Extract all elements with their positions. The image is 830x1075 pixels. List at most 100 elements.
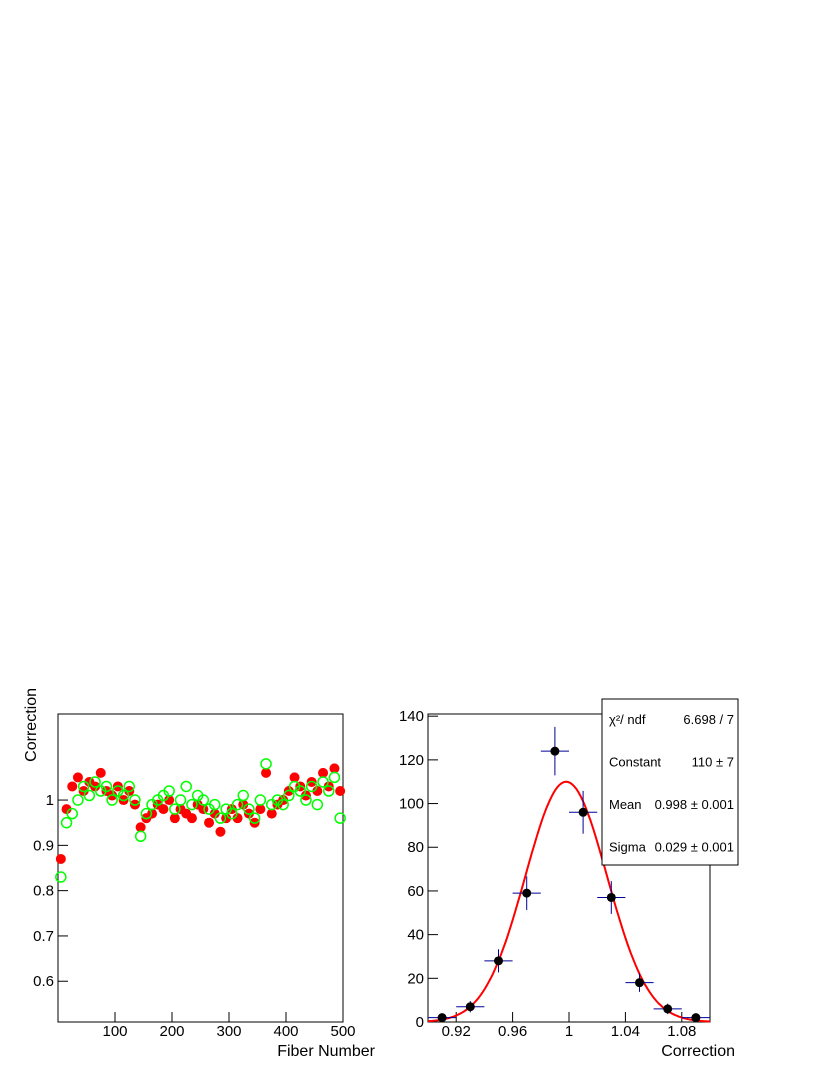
point [180, 780, 192, 793]
point [66, 807, 78, 820]
point [134, 830, 147, 843]
point [215, 826, 226, 837]
point [89, 776, 101, 788]
point [197, 794, 210, 806]
y-tick-label: 100 [399, 796, 424, 813]
point [266, 808, 277, 819]
point [248, 812, 261, 824]
point [437, 1013, 447, 1023]
y-tick-label: 60 [407, 883, 424, 900]
point [135, 822, 146, 833]
stats-value: 0.998 ± 0.001 [655, 797, 734, 812]
point [311, 798, 324, 811]
point [231, 798, 244, 811]
point [312, 786, 323, 796]
point [606, 892, 616, 902]
stats-name: Mean [609, 797, 642, 812]
point [243, 803, 255, 815]
point [60, 816, 73, 829]
point [186, 813, 197, 824]
y-tick-label: 0.8 [33, 883, 54, 900]
point [294, 785, 306, 797]
x-tick-label: 100 [102, 1023, 127, 1040]
point [77, 780, 90, 793]
x-tick-label: 200 [159, 1023, 184, 1040]
stats-value: 110 ± 7 [692, 755, 734, 770]
x-tick-label: 1 [565, 1023, 573, 1040]
point [226, 807, 238, 820]
x-axis-title: Fiber Number [277, 1043, 375, 1060]
point [663, 1004, 673, 1014]
point [550, 746, 560, 756]
point [55, 853, 66, 864]
point [209, 798, 221, 811]
point [323, 785, 335, 797]
point [72, 772, 83, 783]
point [465, 1002, 475, 1012]
point [335, 786, 346, 796]
y-tick-label: 120 [399, 752, 424, 769]
y-tick-label: 140 [399, 708, 424, 725]
y-tick-label: 1 [46, 792, 54, 809]
point [169, 813, 180, 824]
y-tick-label: 0.9 [33, 837, 54, 854]
stats-value: 0.029 ± 0.001 [655, 840, 734, 855]
point [95, 767, 106, 778]
plot-frame [57, 713, 344, 1023]
stats-name: Sigma [609, 840, 647, 855]
point [129, 794, 141, 806]
point [328, 771, 341, 784]
stats-value: 6.698 / 7 [683, 712, 734, 727]
point [237, 789, 249, 802]
point [289, 772, 300, 783]
point [300, 794, 312, 806]
point [305, 780, 318, 793]
point [277, 798, 289, 811]
x-axis-title: Correction [661, 1043, 735, 1060]
y-tick-label: 0.7 [33, 928, 54, 945]
point [140, 807, 153, 820]
y-axis-title: Correction [23, 688, 40, 762]
y-tick-label: 80 [407, 839, 424, 856]
x-tick-label: 400 [273, 1023, 298, 1040]
x-tick-label: 300 [216, 1023, 241, 1040]
point [123, 780, 135, 793]
point [254, 794, 267, 806]
point [83, 789, 96, 802]
stats-box [601, 698, 739, 866]
x-tick-label: 1.04 [611, 1023, 640, 1040]
point [317, 776, 329, 788]
x-tick-label: 500 [330, 1023, 355, 1040]
y-tick-label: 0.6 [33, 973, 54, 990]
point [158, 804, 169, 815]
point [67, 781, 78, 792]
point [691, 1013, 701, 1023]
point [255, 804, 266, 815]
point [163, 785, 175, 797]
point [204, 817, 215, 828]
x-tick-label: 0.92 [442, 1023, 471, 1040]
point [635, 978, 644, 988]
point [283, 789, 295, 802]
stats-name: χ²/ ndf [609, 712, 646, 727]
point [260, 758, 272, 770]
y-tick-label: 20 [407, 970, 424, 987]
point [100, 780, 113, 793]
point [494, 956, 503, 966]
stats-name: Constant [609, 755, 661, 770]
point [578, 807, 588, 817]
point [55, 871, 67, 883]
point [318, 767, 329, 778]
point [117, 789, 130, 802]
point [174, 794, 187, 806]
y-tick-label: 40 [407, 927, 424, 944]
point [209, 808, 220, 819]
point [169, 803, 181, 815]
fit-curve [427, 780, 711, 1023]
point [522, 888, 532, 898]
point [214, 812, 227, 824]
point [329, 763, 340, 774]
point [72, 794, 84, 806]
point [232, 813, 243, 824]
